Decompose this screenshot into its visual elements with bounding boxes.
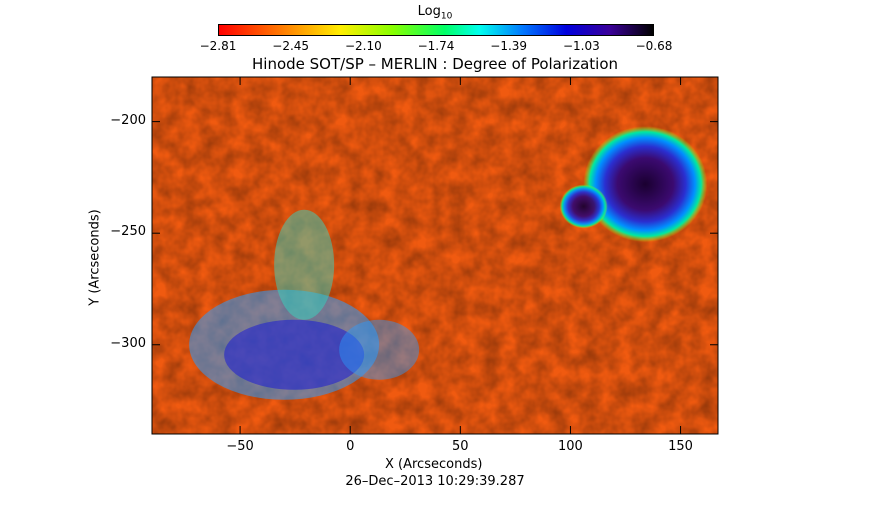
sunspot: [583, 126, 708, 243]
colorbar-tick-label: −1.39: [490, 39, 528, 53]
x-tick-label: 0: [346, 439, 355, 454]
colorbar-tick-label: −1.03: [562, 39, 600, 53]
plage-core: [224, 319, 365, 390]
y-tick-label: −200: [110, 112, 146, 128]
colorbar-tick-label: −2.10: [344, 39, 382, 53]
x-tick-label: −50: [226, 439, 254, 454]
y-axis-label: Y (Arcseconds): [87, 209, 103, 306]
pore: [559, 184, 608, 229]
heatmap-image: [152, 77, 718, 434]
colorbar-tick-label: −0.68: [635, 39, 673, 53]
x-tick-label: 150: [668, 439, 693, 454]
y-tick-label: −300: [110, 335, 146, 351]
colorbar-tick-label: −1.74: [417, 39, 455, 53]
x-tick-label: 100: [558, 439, 583, 454]
x-axis-label: X (Arcseconds): [385, 457, 483, 472]
x-tick-label: 50: [452, 439, 469, 454]
colorbar-title: Log10: [417, 4, 453, 22]
plage-region: [274, 209, 335, 320]
plot-title: Hinode SOT/SP – MERLIN : Degree of Polar…: [252, 55, 618, 73]
observation-date: 26–Dec–2013 10:29:39.287: [345, 474, 525, 489]
colorbar: [218, 24, 654, 36]
colorbar-tick-label: −2.45: [272, 39, 310, 53]
y-tick-label: −250: [110, 224, 146, 240]
colorbar-tick-label: −2.81: [199, 39, 237, 53]
plot-frame: [151, 76, 719, 435]
plage-region: [339, 319, 420, 380]
